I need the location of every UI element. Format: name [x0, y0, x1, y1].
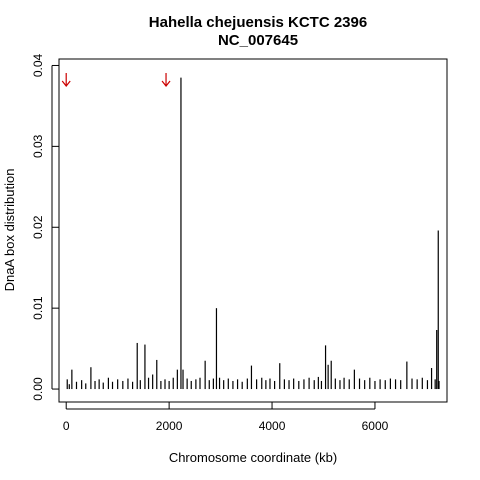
chart-subtitle: NC_007645: [218, 32, 298, 49]
arrow-down-icon: [161, 73, 171, 87]
y-tick-label-1: 0.01: [31, 296, 45, 320]
arrow-down-icon: [61, 73, 71, 87]
x-tick-label-1: 2000: [156, 419, 183, 433]
x-tick-label-3: 6000: [362, 419, 389, 433]
chart-title: Hahella chejuensis KCTC 2396: [149, 14, 367, 31]
plot-frame: [58, 58, 448, 403]
y-axis-label: DnaA box distribution: [2, 169, 17, 292]
x-tick-label-2: 4000: [259, 419, 286, 433]
y-tick-label-2: 0.02: [31, 215, 45, 239]
x-axis-label: Chromosome coordinate (kb): [169, 450, 337, 465]
y-tick-label-3: 0.03: [31, 134, 45, 158]
x-axis: 0 2000 4000 6000: [63, 402, 389, 433]
bar-series: [66, 77, 440, 390]
y-axis: 0.00 0.01 0.02 0.03 0.04: [31, 53, 59, 401]
origin-arrows: [61, 73, 171, 87]
x-tick-label-0: 0: [63, 419, 70, 433]
y-tick-label-4: 0.04: [31, 53, 45, 77]
y-tick-label-0: 0.00: [31, 377, 45, 401]
